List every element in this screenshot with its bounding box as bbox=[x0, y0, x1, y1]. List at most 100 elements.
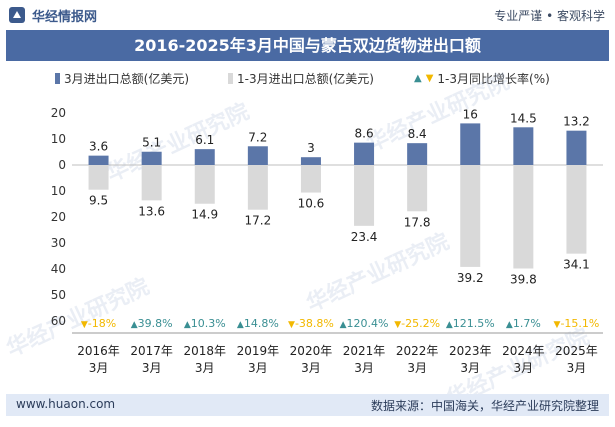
chart-title: 2016-2025年3月中国与蒙古双边货物进出口额 bbox=[134, 36, 481, 55]
x-tick-label-line: 2022年 bbox=[396, 344, 439, 358]
yoy-value: 10.3% bbox=[191, 317, 226, 330]
y-tick-label: 20 bbox=[51, 106, 66, 120]
triangle-down-icon: ▼ bbox=[288, 320, 295, 330]
bar-march bbox=[247, 146, 268, 165]
data-label-ytd: 14.9 bbox=[191, 208, 218, 222]
footer-site[interactable]: www.huaon.com bbox=[16, 397, 116, 411]
y-tick-label: 10 bbox=[51, 184, 66, 198]
y-tick-label: 0 bbox=[58, 158, 66, 172]
y-tick-label: 50 bbox=[51, 288, 66, 302]
bar-march bbox=[194, 149, 215, 165]
x-tick-label-line: 3月 bbox=[567, 361, 587, 375]
triangle-up-icon: ▲ bbox=[506, 320, 513, 330]
x-tick-label: 2024年 3月 bbox=[502, 344, 545, 375]
bar-march bbox=[300, 157, 321, 165]
triangle-up-icon: ▲ bbox=[237, 320, 244, 330]
x-tick-label-line: 2019年 bbox=[237, 344, 280, 358]
data-label-ytd: 9.5 bbox=[89, 194, 108, 208]
x-tick-label-line: 2018年 bbox=[183, 344, 226, 358]
yoy-value: -38.8% bbox=[295, 317, 334, 330]
bar-ytd bbox=[407, 165, 428, 212]
legend-label-ytd: 1-3月进出口总额(亿美元) bbox=[237, 71, 374, 86]
triangle-up-icon: ▲ bbox=[184, 320, 191, 330]
triangle-up-icon: ▲ bbox=[414, 72, 422, 84]
bar-ytd bbox=[566, 165, 587, 254]
yoy-label: ▲10.3% bbox=[184, 317, 226, 330]
x-tick-label: 2020年 3月 bbox=[290, 344, 333, 375]
x-tick-label: 2021年 3月 bbox=[343, 344, 386, 375]
yoy-label: ▼-38.8% bbox=[288, 317, 334, 330]
x-tick-label-line: 3月 bbox=[195, 361, 215, 375]
yoy-label: ▲14.8% bbox=[237, 317, 279, 330]
x-tick-label-line: 2023年 bbox=[449, 344, 492, 358]
bar-march bbox=[354, 142, 375, 165]
bar-ytd bbox=[141, 165, 162, 201]
footer-source: 数据来源：中国海关，华经产业研究院整理 bbox=[370, 399, 599, 413]
yoy-value: -25.2% bbox=[401, 317, 440, 330]
legend: 3月进出口总额(亿美元) 1-3月进出口总额(亿美元) ▲ ▼ 1-3月同比增长… bbox=[0, 68, 615, 88]
data-label-march: 5.1 bbox=[142, 136, 161, 150]
triangle-down-icon: ▼ bbox=[425, 72, 434, 84]
x-tick-label-line: 3月 bbox=[354, 361, 374, 375]
bar-ytd bbox=[354, 165, 375, 226]
bar-ytd bbox=[513, 165, 534, 269]
triangle-down-icon: ▼ bbox=[554, 320, 561, 330]
yoy-label: ▲121.5% bbox=[446, 317, 495, 330]
triangle-up-icon: ▲ bbox=[446, 320, 453, 330]
x-tick-label-line: 2020年 bbox=[290, 344, 333, 358]
y-tick-label: 10 bbox=[51, 132, 66, 146]
yoy-value: -15.1% bbox=[560, 317, 599, 330]
legend-item-yoy: ▲ ▼ 1-3月同比增长率(%) bbox=[414, 68, 550, 88]
data-label-ytd: 10.6 bbox=[298, 197, 325, 211]
x-tick-label-line: 3月 bbox=[89, 361, 109, 375]
data-label-march: 14.5 bbox=[510, 111, 537, 125]
x-tick-label-line: 2017年 bbox=[130, 344, 173, 358]
yoy-value: 121.5% bbox=[453, 317, 495, 330]
triangle-up-icon: ▲ bbox=[340, 320, 347, 330]
data-label-ytd: 39.2 bbox=[457, 271, 484, 285]
data-label-march: 8.4 bbox=[408, 127, 427, 141]
data-label-march: 13.2 bbox=[563, 115, 590, 129]
bar-ytd bbox=[460, 165, 481, 267]
bar-march bbox=[566, 130, 587, 165]
brand[interactable]: 华经情报网 bbox=[8, 6, 98, 25]
bar-ytd bbox=[300, 165, 321, 193]
huajing-logo-icon bbox=[9, 7, 25, 23]
x-tick-label-line: 3月 bbox=[407, 361, 427, 375]
data-label-march: 3 bbox=[307, 141, 315, 155]
yoy-value: 1.7% bbox=[513, 317, 541, 330]
x-tick-label: 2016年 3月 bbox=[77, 344, 120, 375]
bar-march bbox=[460, 123, 481, 165]
yoy-label: ▼-18% bbox=[81, 317, 116, 330]
bar-ytd bbox=[88, 165, 109, 190]
yoy-label: ▲39.8% bbox=[131, 317, 173, 330]
bar-march bbox=[141, 151, 162, 165]
title-bar: 2016-2025年3月中国与蒙古双边货物进出口额 bbox=[6, 30, 609, 61]
yoy-label: ▼-25.2% bbox=[394, 317, 440, 330]
data-label-march: 16 bbox=[463, 107, 478, 121]
yoy-label: ▲1.7% bbox=[506, 317, 541, 330]
yoy-value: 14.8% bbox=[244, 317, 279, 330]
data-label-ytd: 34.1 bbox=[563, 258, 590, 272]
data-label-ytd: 17.8 bbox=[404, 215, 431, 229]
data-label-ytd: 23.4 bbox=[351, 230, 378, 244]
data-label-ytd: 39.8 bbox=[510, 272, 537, 286]
x-tick-label: 2022年 3月 bbox=[396, 344, 439, 375]
x-tick-label: 2017年 3月 bbox=[130, 344, 173, 375]
legend-swatch-ytd bbox=[228, 72, 233, 84]
data-label-march: 7.2 bbox=[248, 130, 267, 144]
legend-swatch-march bbox=[55, 72, 60, 84]
yoy-value: -18% bbox=[88, 317, 116, 330]
legend-label-yoy: 1-3月同比增长率(%) bbox=[437, 71, 550, 86]
x-tick-label-line: 3月 bbox=[301, 361, 321, 375]
yoy-label: ▼-15.1% bbox=[554, 317, 600, 330]
yoy-label: ▲120.4% bbox=[340, 317, 389, 330]
data-label-march: 6.1 bbox=[195, 133, 214, 147]
brand-name: 华经情报网 bbox=[32, 9, 98, 25]
bar-march bbox=[88, 155, 109, 165]
triangle-down-icon: ▼ bbox=[394, 320, 401, 330]
y-tick-label: 20 bbox=[51, 210, 66, 224]
legend-label-march: 3月进出口总额(亿美元) bbox=[64, 71, 189, 86]
data-label-ytd: 13.6 bbox=[138, 204, 165, 218]
